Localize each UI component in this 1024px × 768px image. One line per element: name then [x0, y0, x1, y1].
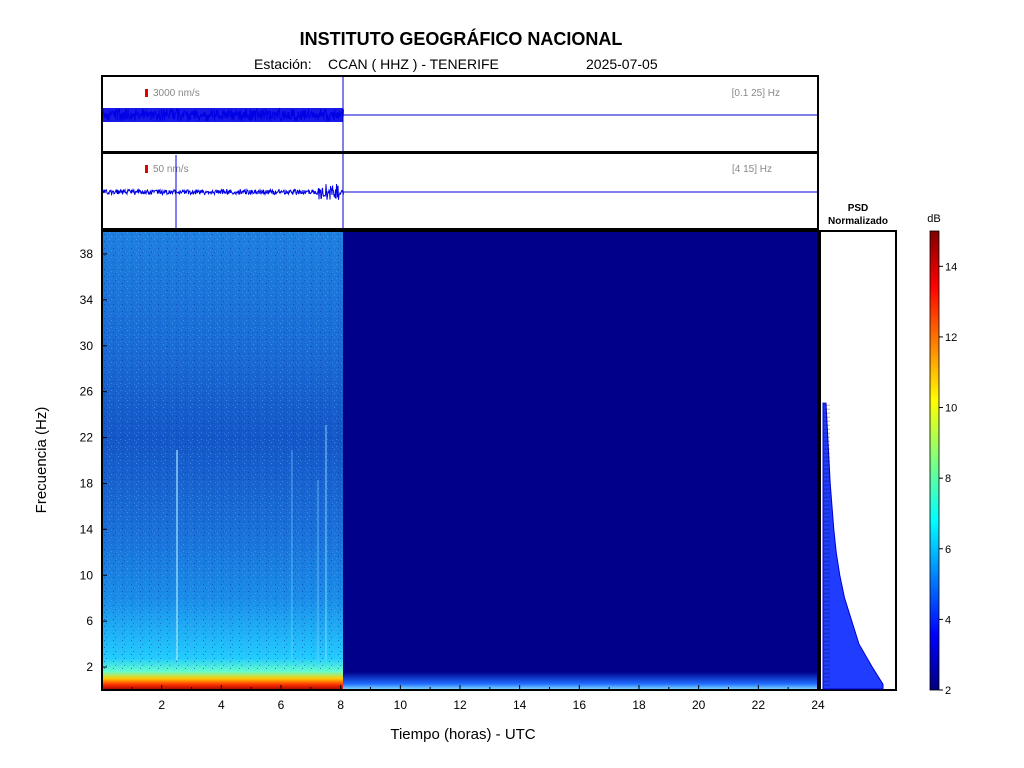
seismic-trace: [102, 107, 344, 123]
y-tick-label: 34: [80, 293, 94, 307]
psd-panel: PSD Normalizado: [819, 203, 897, 691]
x-tick-label: 2: [158, 698, 165, 712]
amplitude-scale-label: 50 nm/s: [153, 164, 189, 175]
band-label: [4 15] Hz: [732, 164, 772, 175]
colorbar-tick-label: 12: [945, 332, 957, 344]
y-tick-label: 2: [86, 660, 93, 674]
x-axis: 2 4 6 8 10 12 14 16 18 20 22 24: [131, 685, 825, 712]
colorbar-tick-label: 4: [945, 614, 951, 626]
x-tick-label: 24: [811, 698, 825, 712]
colorbar-scale: [929, 230, 940, 691]
x-tick-label: 6: [278, 698, 285, 712]
panel-frame: [101, 152, 819, 230]
spectrogram-empty: [343, 231, 818, 690]
y-tick-label: 10: [80, 568, 94, 582]
x-tick-label: 12: [453, 698, 467, 712]
scale-bar-icon: [145, 89, 148, 97]
y-tick-label: 6: [86, 614, 93, 628]
seismic-trace: [102, 184, 344, 200]
y-tick-label: 22: [80, 431, 94, 445]
x-tick-label: 22: [752, 698, 766, 712]
x-tick-label: 18: [632, 698, 646, 712]
figure-title: INSTITUTO GEOGRÁFICO NACIONAL: [300, 28, 623, 49]
psd-curve: [822, 402, 884, 690]
spectrogram-noise: [102, 231, 343, 671]
y-axis-label: Frecuencia (Hz): [33, 407, 50, 514]
band-label: [0.1 25] Hz: [732, 88, 780, 99]
colorbar-ticks: 2 4 6 8 10 12 14: [939, 261, 957, 697]
spectrogram-lowfreq-band: [343, 672, 818, 690]
spectrogram-panel: 2 4 6 8 10 12 14 16 18 20 22 24 261014182226303438 …: [33, 230, 825, 743]
x-tick-label: 8: [337, 698, 344, 712]
psd-hatching: [824, 404, 830, 686]
x-tick-label: 4: [218, 698, 225, 712]
colorbar-tick-label: 8: [945, 473, 951, 485]
colorbar-tick-label: 14: [945, 261, 957, 273]
date-label: 2025-07-05: [586, 56, 658, 72]
scale-bar-icon: [145, 165, 148, 173]
x-tick-label: 10: [394, 698, 408, 712]
y-tick-label: 30: [80, 339, 94, 353]
x-tick-label: 20: [692, 698, 706, 712]
y-tick-label: 18: [80, 476, 94, 490]
seismogram-panel-filtered: 50 nm/s [4 15] Hz: [101, 152, 819, 230]
colorbar-tick-label: 2: [945, 685, 951, 697]
seismogram-panel-broadband: 3000 nm/s [0.1 25] Hz: [101, 75, 819, 153]
x-axis-label: Tiempo (horas) - UTC: [390, 726, 535, 743]
psd-subtitle: Normalizado: [828, 216, 888, 227]
station-name: CCAN ( HHZ ) - TENERIFE: [328, 56, 499, 72]
amplitude-scale-label: 3000 nm/s: [153, 88, 200, 99]
colorbar-tick-label: 10: [945, 403, 957, 415]
colorbar-tick-label: 6: [945, 544, 951, 556]
y-tick-label: 38: [80, 247, 94, 261]
psd-title: PSD: [848, 203, 869, 214]
colorbar-unit: dB: [927, 213, 940, 225]
colorbar: dB 2 4 6 8 10 12 14: [927, 213, 957, 697]
station-label: Estación:: [254, 56, 312, 72]
y-tick-label: 26: [80, 385, 94, 399]
y-tick-label: 14: [80, 522, 94, 536]
x-tick-label: 14: [513, 698, 527, 712]
x-tick-label: 16: [573, 698, 587, 712]
